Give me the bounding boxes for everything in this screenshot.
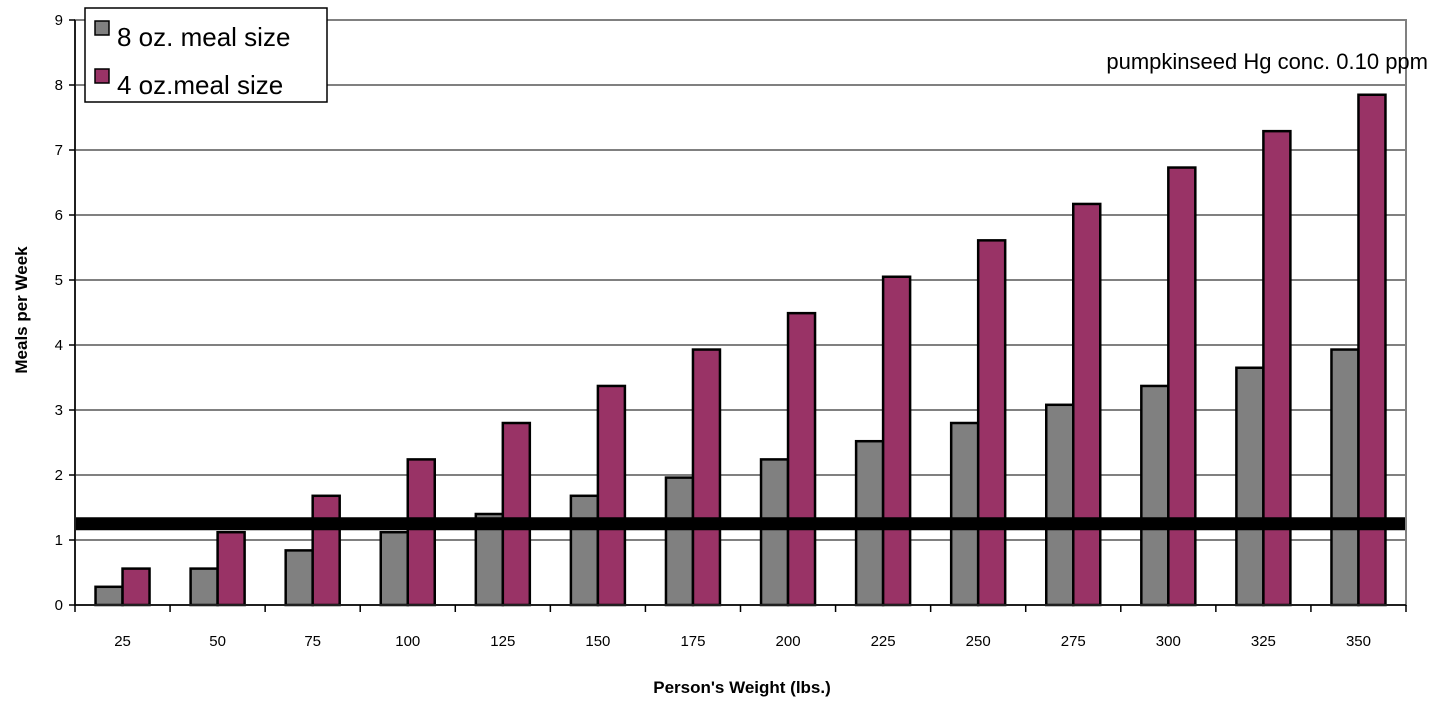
bar-8oz-325 [1235, 366, 1265, 607]
bar-4oz-225 [881, 275, 912, 607]
x-tick-label: 325 [1251, 633, 1276, 650]
x-tick-label: 225 [871, 633, 896, 650]
legend-label-4oz: 4 oz.meal size [117, 70, 283, 100]
tick-labels: 0 1 2 3 4 5 6 7 8 9 25 50 75 100 125 150 175 200 225 250 275… [55, 12, 1371, 650]
x-tick-label: 75 [304, 633, 321, 650]
y-tick-label: 0 [55, 597, 63, 614]
y-tick-label: 3 [55, 402, 63, 419]
legend: 8 oz. meal size 4 oz.meal size [84, 7, 328, 103]
bar-4oz-325 [1262, 129, 1292, 607]
x-axis-title: Person's Weight (lbs.) [653, 678, 831, 697]
y-tick-label: 8 [55, 77, 63, 94]
y-tick-label: 6 [55, 207, 63, 224]
bar-8oz-50 [189, 567, 219, 607]
bar-8oz-150 [569, 494, 600, 607]
y-tick-label: 7 [55, 142, 63, 159]
bar-8oz-175 [664, 476, 695, 607]
bar-8oz-300 [1140, 384, 1170, 607]
bar-4oz-100 [406, 458, 436, 607]
bar-8oz-200 [759, 458, 790, 607]
bar-8oz-250 [949, 421, 980, 607]
bar-4oz-250 [976, 239, 1007, 607]
legend-label-8oz: 8 oz. meal size [117, 22, 290, 52]
legend-swatch-8oz [94, 20, 110, 36]
x-tick-label: 350 [1346, 633, 1371, 650]
legend-box [84, 7, 328, 103]
axes [69, 19, 1407, 612]
bar-8oz-350 [1330, 348, 1360, 607]
annotation-text: pumpkinseed Hg conc. 0.10 ppm [1106, 49, 1428, 74]
bar-4oz-125 [501, 421, 532, 607]
x-tick-label: 25 [114, 633, 131, 650]
bar-8oz-75 [284, 549, 314, 607]
bar-8oz-275 [1045, 403, 1075, 607]
y-axis-title: Meals per Week [12, 246, 31, 374]
bar-4oz-275 [1072, 202, 1102, 607]
x-tick-label: 50 [209, 633, 226, 650]
y-tick-label: 4 [55, 337, 63, 354]
bars [94, 93, 1387, 607]
x-tick-label: 150 [585, 633, 610, 650]
legend-swatch-4oz [94, 68, 110, 84]
bar-4oz-50 [216, 530, 246, 607]
bar-4oz-25 [121, 567, 151, 607]
bar-4oz-300 [1167, 166, 1197, 607]
x-tick-label: 125 [490, 633, 515, 650]
bar-4oz-200 [786, 311, 817, 607]
x-tick-label: 250 [966, 633, 991, 650]
y-tick-label: 1 [55, 532, 63, 549]
x-tick-label: 275 [1061, 633, 1086, 650]
y-tick-label: 5 [55, 272, 63, 289]
x-tick-label: 100 [395, 633, 420, 650]
x-tick-label: 300 [1156, 633, 1181, 650]
y-tick-label: 9 [55, 12, 63, 29]
y-tick-label: 2 [55, 467, 63, 484]
bar-4oz-150 [596, 384, 627, 607]
x-tick-label: 175 [680, 633, 705, 650]
bar-4oz-75 [311, 494, 341, 607]
bar-8oz-100 [379, 530, 409, 607]
bar-8oz-25 [94, 585, 124, 607]
x-tick-label: 200 [776, 633, 801, 650]
bar-4oz-175 [691, 348, 722, 607]
